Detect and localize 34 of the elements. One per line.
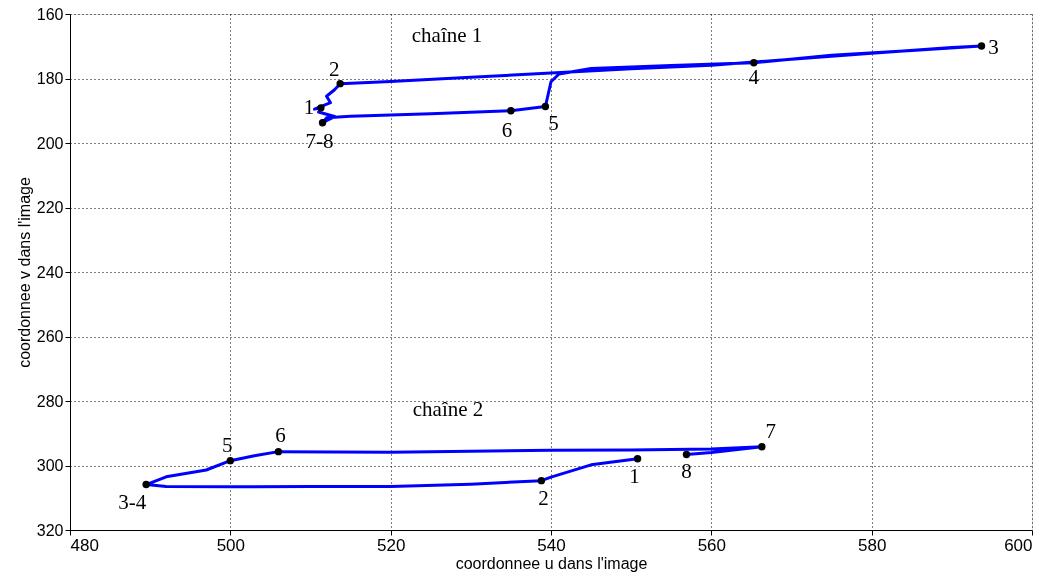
series-label: chaîne 1 (411, 23, 483, 47)
annotation: 7 (765, 418, 777, 443)
x-tick-label: 540 (537, 535, 566, 555)
annotation: 5 (222, 432, 233, 457)
annotation: 3 (988, 34, 999, 59)
x-tick-label: 520 (376, 535, 406, 555)
y-tick-label: 180 (36, 70, 64, 87)
y-axis-title: coordonnee v dans l'image (15, 177, 33, 368)
annotation: 3-4 (118, 489, 147, 514)
annotation: 2 (328, 56, 340, 81)
annotation: 7-8 (305, 128, 334, 153)
x-tick-label: 560 (697, 535, 727, 555)
annotation: 5 (548, 110, 559, 135)
y-tick-label: 260 (36, 328, 64, 345)
y-tick-label: 320 (36, 521, 64, 539)
annotation: 1 (629, 463, 640, 488)
annotation: 2 (538, 485, 549, 510)
y-tick-label: 200 (36, 134, 64, 152)
annotation: 4 (748, 64, 760, 89)
annotation: 8 (681, 458, 692, 483)
x-tick-label: 480 (70, 535, 99, 555)
x-tick-label: 600 (1004, 535, 1033, 555)
x-axis-title: coordonnee u dans l'image (455, 554, 648, 572)
y-tick-label: 160 (36, 5, 64, 23)
x-tick-label: 500 (216, 535, 246, 555)
annotation: 1 (303, 94, 315, 119)
y-tick-label: 280 (36, 392, 64, 410)
y-tick-label: 220 (36, 199, 64, 216)
series-label: chaîne 2 (412, 397, 484, 421)
y-tick-label: 240 (36, 263, 64, 281)
annotation: 6 (501, 117, 513, 142)
y-tick-label: 300 (36, 457, 64, 474)
x-tick-label: 580 (857, 535, 887, 555)
annotation: 6 (275, 422, 286, 447)
